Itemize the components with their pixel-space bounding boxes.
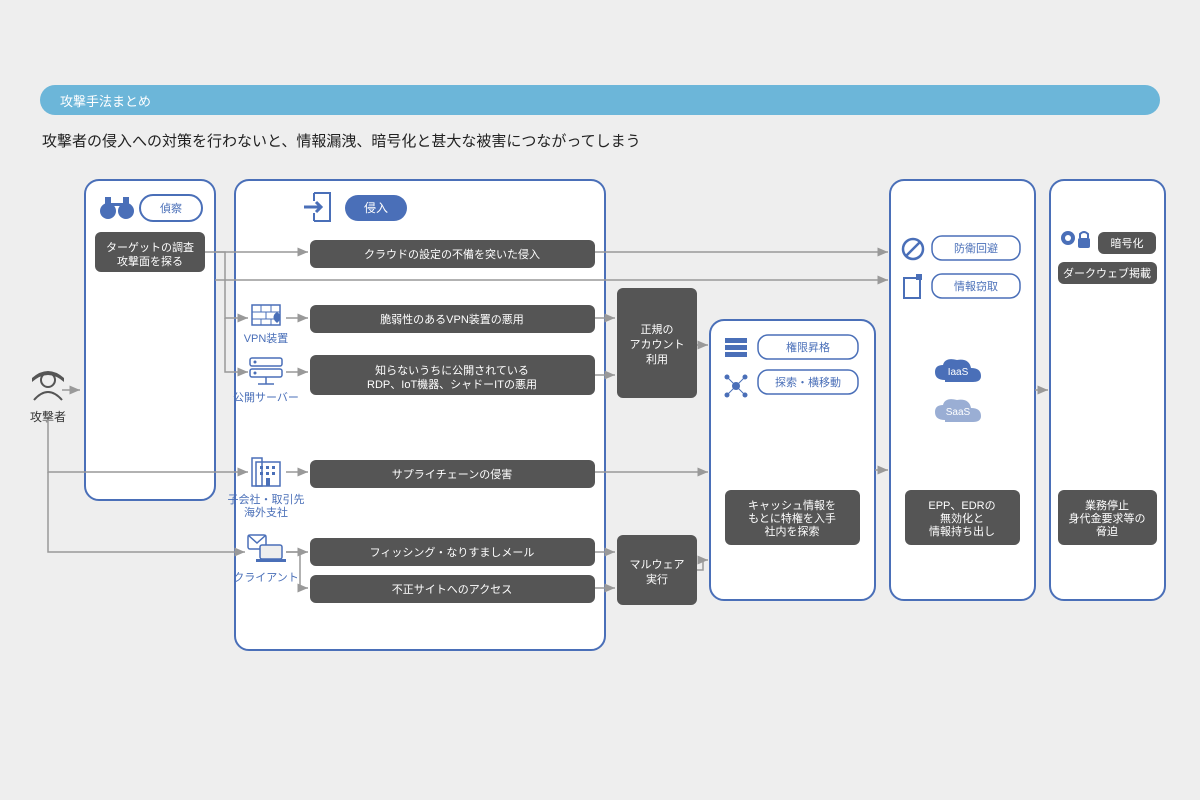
defense-evasion-text: 防衛回避 [954,241,998,255]
public-item-l2: RDP、IoT機器、シャドーITの悪用 [367,377,537,391]
darkweb-text: ダークウェブ掲載 [1063,266,1151,280]
ransom-l2: 身代金要求等の [1069,511,1146,525]
ransom-l3: 脅迫 [1096,524,1118,538]
client-label: クライアント [233,571,299,584]
vpn-label: VPN装置 [244,332,289,345]
subsidiary-label-l1: 子会社・取引先 [228,492,305,506]
ransom-l1: 業務停止 [1085,498,1129,512]
valid-account-l2: アカウント [630,338,685,351]
priv-esc-text: 権限昇格 [786,340,830,354]
stack-icon [725,338,747,357]
epp-l1: EPP、EDRの [928,500,995,512]
badsite-item-text: 不正サイトへのアクセス [392,583,512,596]
svg-text:SaaS: SaaS [946,407,971,418]
cache-l2: もとに特権を入手 [748,511,836,525]
vpn-item-text: 脆弱性のあるVPN装置の悪用 [380,312,524,326]
malware-l1: マルウェア [630,558,685,571]
recon-stage [85,180,215,500]
valid-account-l1: 正規の [641,322,674,336]
public-item-l1: 知らないうちに公開されている [375,363,529,377]
lateral-text: 探索・横移動 [775,375,841,389]
intrusion-badge-text: 侵入 [364,200,388,215]
phishing-item-text: フィッシング・なりすましメール [370,545,535,559]
lateral-stage [710,320,875,600]
subsidiary-label-l2: 海外支社 [244,505,288,519]
cloud-item-text: クラウドの設定の不備を突いた侵入 [364,247,540,261]
attacker-icon [32,371,64,400]
epp-l3: 情報持ち出し [929,524,995,538]
recon-desc-l1: ターゲットの調査 [106,240,194,254]
valid-account-l3: 利用 [646,353,668,366]
diagram-canvas: 攻撃者 偵察 ターゲットの調査 攻撃面を探る 侵入 クラウドの設定の不備を突いた… [0,0,1200,800]
arrow-malware-lateral [697,560,708,570]
info-theft-text: 情報窃取 [954,279,998,293]
encrypt-badge-text: 暗号化 [1111,236,1144,250]
epp-l2: 無効化と [940,511,984,525]
public-label: 公開サーバー [233,391,299,404]
recon-desc-l2: 攻撃面を探る [117,254,183,268]
supply-item-text: サプライチェーンの侵害 [392,467,512,481]
malware-l2: 実行 [646,572,668,586]
svg-text:IaaS: IaaS [948,367,969,378]
cache-l3: 社内を探索 [765,524,820,538]
cache-l1: キャッシュ情報を [748,499,836,512]
recon-badge-text: 偵察 [160,201,182,215]
